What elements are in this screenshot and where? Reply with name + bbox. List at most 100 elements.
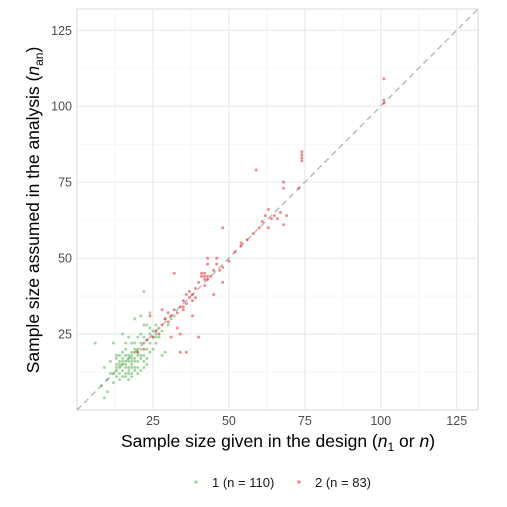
point-series-2-6 — [157, 332, 161, 336]
point-series-1-108 — [130, 350, 134, 354]
point-series-1-91 — [169, 317, 173, 321]
point-series-1-33 — [127, 356, 131, 360]
point-series-2-4 — [151, 335, 155, 339]
point-series-2-38 — [203, 277, 207, 281]
point-series-1-16 — [118, 372, 122, 376]
point-series-2-62 — [269, 217, 273, 221]
point-series-2-43 — [209, 274, 213, 278]
x-axis-title-text-1: Sample size given in the design ( — [121, 431, 378, 451]
point-series-1-59 — [139, 369, 143, 373]
point-series-2-29 — [190, 299, 194, 303]
y-axis-title-n-symbol: n — [23, 66, 43, 76]
point-series-1-69 — [142, 353, 146, 357]
point-series-2-66 — [282, 186, 286, 190]
point-series-1-24 — [121, 362, 125, 366]
point-series-1-50 — [133, 350, 137, 354]
y-tick-label-100: 100 — [51, 100, 72, 114]
point-series-2-35 — [200, 274, 204, 278]
x-tick-label-75: 75 — [298, 414, 312, 428]
point-series-1-105 — [148, 326, 152, 330]
point-series-1-39 — [130, 353, 134, 357]
point-series-1-32 — [127, 372, 131, 376]
legend-label-series-2: 2 (n = 83) — [315, 475, 371, 490]
point-series-1-13 — [114, 362, 118, 366]
point-series-1-4 — [105, 378, 109, 382]
point-series-1-29 — [124, 341, 128, 345]
point-series-2-63 — [272, 214, 276, 218]
point-series-1-45 — [130, 359, 134, 363]
point-series-1-81 — [154, 332, 158, 336]
y-axis-tick-labels: 25 50 75 100 125 — [51, 24, 72, 342]
point-series-2-20 — [178, 350, 182, 354]
x-axis-title-n-symbol: n — [419, 431, 429, 451]
point-series-2-51 — [227, 259, 231, 263]
point-series-1-53 — [136, 347, 140, 351]
point-series-2-48 — [218, 268, 222, 272]
point-series-2-77 — [382, 98, 386, 102]
point-series-2-65 — [279, 211, 283, 215]
point-series-2-24 — [184, 293, 188, 297]
point-series-1-28 — [124, 347, 128, 351]
point-series-2-73 — [300, 150, 304, 154]
point-series-2-14 — [172, 308, 176, 312]
point-series-2-42 — [206, 256, 210, 260]
point-series-2-57 — [257, 226, 261, 230]
point-series-1-99 — [133, 341, 137, 345]
x-axis-title-text-3: ) — [429, 431, 435, 451]
point-series-1-46 — [133, 359, 137, 363]
point-series-1-74 — [148, 341, 152, 345]
point-series-1-35 — [127, 359, 131, 363]
point-series-1-8 — [111, 341, 115, 345]
point-series-1-42 — [130, 341, 134, 345]
point-series-2-40 — [206, 262, 210, 266]
point-series-1-58 — [139, 353, 143, 357]
point-series-2-78 — [206, 274, 210, 278]
point-series-2-0 — [136, 350, 140, 354]
point-series-1-75 — [148, 332, 152, 336]
point-series-1-68 — [142, 359, 146, 363]
point-series-1-47 — [133, 347, 137, 351]
point-series-2-9 — [163, 317, 167, 321]
point-series-1-62 — [139, 356, 143, 360]
point-series-1-22 — [121, 359, 125, 363]
point-series-1-49 — [133, 317, 137, 321]
point-series-1-38 — [127, 369, 131, 373]
point-series-1-101 — [127, 365, 131, 369]
point-series-1-56 — [136, 353, 140, 357]
point-series-1-95 — [111, 372, 115, 376]
point-series-1-55 — [136, 335, 140, 339]
point-series-2-17 — [175, 326, 179, 330]
point-series-1-0 — [93, 341, 97, 345]
point-series-1-85 — [157, 335, 161, 339]
point-series-2-10 — [166, 311, 170, 315]
point-series-2-79 — [203, 274, 207, 278]
y-tick-label-50: 50 — [58, 252, 72, 266]
point-series-2-81 — [221, 280, 225, 284]
point-series-1-83 — [154, 323, 158, 327]
point-series-2-18 — [178, 332, 182, 336]
point-series-2-64 — [276, 217, 279, 221]
point-series-1-9 — [111, 381, 115, 385]
point-series-1-104 — [142, 323, 146, 327]
point-series-1-61 — [139, 314, 143, 318]
point-series-2-82 — [239, 241, 243, 245]
point-series-2-2 — [145, 338, 149, 342]
point-series-1-64 — [142, 341, 146, 345]
point-series-1-65 — [142, 290, 146, 294]
x-tick-label-50: 50 — [222, 414, 236, 428]
point-series-1-106 — [154, 335, 158, 339]
point-series-1-92 — [172, 314, 176, 318]
point-series-2-1 — [142, 347, 146, 351]
point-series-2-23 — [184, 302, 188, 306]
point-series-2-8 — [160, 308, 164, 312]
point-series-2-71 — [300, 156, 304, 160]
point-series-1-10 — [114, 365, 118, 369]
point-series-2-54 — [245, 238, 249, 242]
y-tick-label-75: 75 — [58, 176, 72, 190]
point-series-1-2 — [102, 365, 106, 369]
point-series-1-54 — [136, 372, 140, 376]
point-series-1-76 — [148, 350, 152, 354]
point-series-1-14 — [114, 369, 118, 373]
point-series-1-94 — [118, 378, 122, 382]
point-series-1-25 — [124, 365, 128, 369]
